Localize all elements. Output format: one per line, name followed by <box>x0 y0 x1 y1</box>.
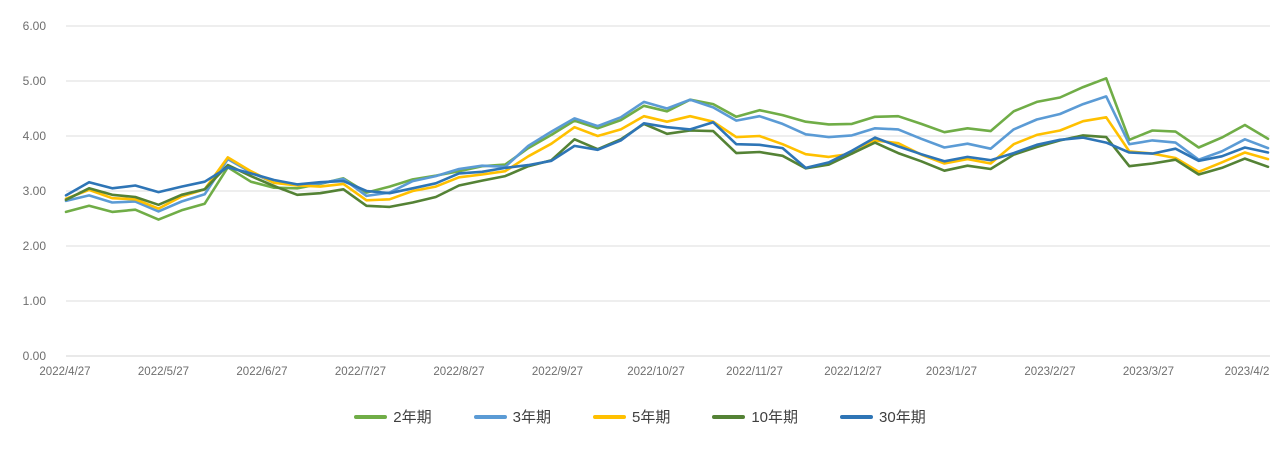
legend-label-3y: 3年期 <box>512 409 551 426</box>
legend-item-3y: 3年期 <box>473 406 551 427</box>
legend-label-10y: 10年期 <box>751 409 799 426</box>
y-axis-tick-label: 0.00 <box>23 349 47 363</box>
y-axis-tick-label: 4.00 <box>23 129 47 143</box>
x-axis-tick-label: 2022/5/27 <box>138 366 189 378</box>
legend-swatch-3y <box>473 414 507 419</box>
chart-legend: 2年期 3年期 5年期 10年期 30年期 <box>0 406 1280 427</box>
y-axis-tick-label: 2.00 <box>23 239 47 253</box>
legend-label-5y: 5年期 <box>631 409 671 426</box>
series-line-3y <box>64 95 1270 213</box>
series-line-30y <box>64 121 1270 197</box>
x-axis-tick-label: 2022/8/27 <box>433 366 484 378</box>
x-axis-tick-label: 2023/4/2 <box>1225 366 1270 378</box>
chart-svg: 0.00 1.00 2.00 3.00 4.00 5.00 6.00 2022/4/27 202… <box>23 19 1270 378</box>
y-axis-tick-label: 5.00 <box>23 74 47 88</box>
x-axis-tick-label: 2023/2/27 <box>1024 366 1075 378</box>
legend-label-2y: 2年期 <box>393 409 432 426</box>
y-axis-tick-label: 1.00 <box>23 294 47 308</box>
legend-item-30y: 30年期 <box>840 406 926 427</box>
legend-item-10y: 10年期 <box>712 406 798 427</box>
x-axis-tick-label: 2022/6/27 <box>236 366 287 378</box>
y-axis-tick-label: 6.00 <box>23 19 47 33</box>
series-line-2y <box>64 77 1270 221</box>
legend-swatch-10y <box>712 414 746 419</box>
x-axis-tick-label: 2023/1/27 <box>926 366 977 378</box>
legend-item-5y: 5年期 <box>592 406 671 427</box>
x-axis-tick-label: 2022/10/27 <box>627 366 685 378</box>
x-axis-tick-label: 2022/4/27 <box>39 366 90 378</box>
x-axis-tick-label: 2022/9/27 <box>532 366 583 378</box>
series-line-5y <box>64 114 1270 210</box>
legend-swatch-5y <box>592 414 626 419</box>
legend-item-2y: 2年期 <box>354 406 432 427</box>
legend-label-30y: 30年期 <box>879 409 926 426</box>
x-axis-tick-label: 2022/11/27 <box>726 366 783 378</box>
y-axis-tick-label: 3.00 <box>23 184 47 198</box>
x-axis-tick-label: 2023/3/27 <box>1123 366 1174 378</box>
x-axis-tick-label: 2022/12/27 <box>824 366 882 378</box>
x-axis-tick-label: 2022/7/27 <box>335 366 386 378</box>
legend-swatch-2y <box>354 414 388 419</box>
legend-swatch-30y <box>840 414 874 419</box>
